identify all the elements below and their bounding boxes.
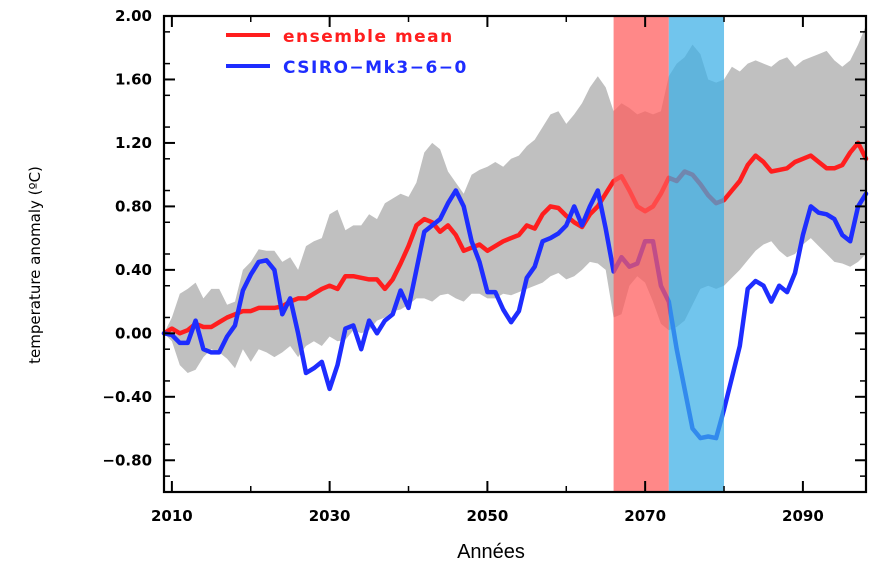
- x-axis-title: Années: [457, 541, 525, 563]
- legend: ensemble mean CSIRO−Mk3−6−0: [226, 27, 468, 78]
- series-line-csiro: [161, 188, 869, 441]
- x-tick-label: 2070: [624, 507, 666, 525]
- y-tick-label: −0.80: [102, 451, 152, 469]
- highlight-band-red: [613, 16, 669, 492]
- y-tick-label: −0.40: [102, 388, 152, 406]
- highlight-periods-layer: [613, 16, 725, 492]
- x-tick-label: 2090: [782, 507, 824, 525]
- axis-ticks-layer: −0.80 −0.40 0.00 0.40 0.80 1.20 1.60 2.00 2010 20…: [102, 7, 866, 525]
- legend-label-csiro: CSIRO−Mk3−6−0: [283, 58, 468, 78]
- y-axis-title: temperature anomaly (ºC): [26, 166, 44, 364]
- y-tick-label: 0.80: [115, 197, 152, 215]
- y-tick-label: 0.00: [115, 324, 152, 342]
- y-tick-label: 1.20: [115, 134, 152, 152]
- y-tick-label: 0.40: [115, 261, 152, 279]
- highlight-band-blue: [668, 16, 725, 492]
- x-tick-label: 2050: [467, 507, 509, 525]
- y-tick-label: 1.60: [115, 70, 152, 88]
- legend-label-ensemble-mean: ensemble mean: [283, 27, 454, 47]
- x-tick-label: 2030: [309, 507, 351, 525]
- series-layer: [161, 140, 869, 441]
- y-tick-label: 2.00: [115, 7, 152, 25]
- x-tick-label: 2010: [151, 507, 193, 525]
